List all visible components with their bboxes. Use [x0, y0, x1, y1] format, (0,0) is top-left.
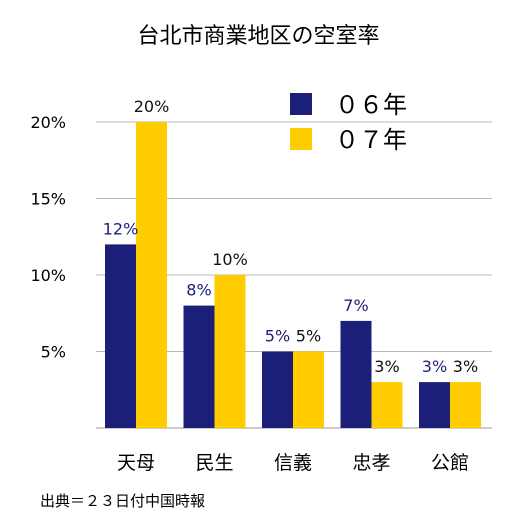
legend-label: ０６年: [335, 91, 407, 119]
bar-2-0: [262, 351, 293, 428]
data-label: 8%: [186, 281, 211, 300]
data-label: 3%: [422, 357, 447, 376]
data-labels: 12% 20% 8%10% 5% 5% 7% 3% 3% 3%: [103, 97, 478, 376]
y-tick-label: 15%: [30, 190, 66, 209]
bar-2-1: [293, 351, 324, 428]
bar-1-0: [183, 305, 215, 428]
y-tick-label: 5%: [41, 343, 66, 362]
bar-1-1: [214, 275, 246, 428]
bar-4-0: [419, 382, 450, 428]
bar-0-1: [136, 122, 167, 428]
x-tick-label: 民生: [195, 452, 233, 474]
y-tick-label: 10%: [30, 266, 66, 285]
x-tick-label: 忠孝: [352, 452, 390, 474]
bar-0-0: [105, 244, 136, 428]
x-tick-label: 天母: [117, 452, 155, 474]
legend-swatch: [290, 93, 312, 115]
data-label: 12%: [103, 219, 139, 238]
x-axis-ticks: 天母 民生 信義 忠孝 公館: [117, 452, 469, 474]
data-label: 10%: [212, 250, 248, 269]
bar-3-0: [340, 320, 372, 428]
x-tick-label: 信義: [274, 452, 312, 474]
data-label: 3%: [453, 357, 478, 376]
source-note: 出典＝２３日付中国時報: [40, 492, 206, 510]
y-tick-label: 20%: [30, 113, 66, 132]
data-label: 5%: [265, 327, 290, 346]
data-label: 3%: [374, 357, 399, 376]
bar-3-1: [371, 382, 403, 428]
x-tick-label: 公館: [431, 452, 469, 474]
bars: [105, 122, 481, 428]
legend-label: ０７年: [335, 126, 407, 154]
y-axis-ticks: 5% 10% 15% 20%: [30, 113, 66, 362]
bar-4-1: [450, 382, 481, 428]
chart-title: 台北市商業地区の空室率: [137, 24, 380, 49]
data-label: 5%: [296, 327, 321, 346]
data-label: 7%: [343, 296, 368, 315]
legend-swatch: [290, 128, 312, 150]
data-label: 20%: [134, 97, 170, 116]
